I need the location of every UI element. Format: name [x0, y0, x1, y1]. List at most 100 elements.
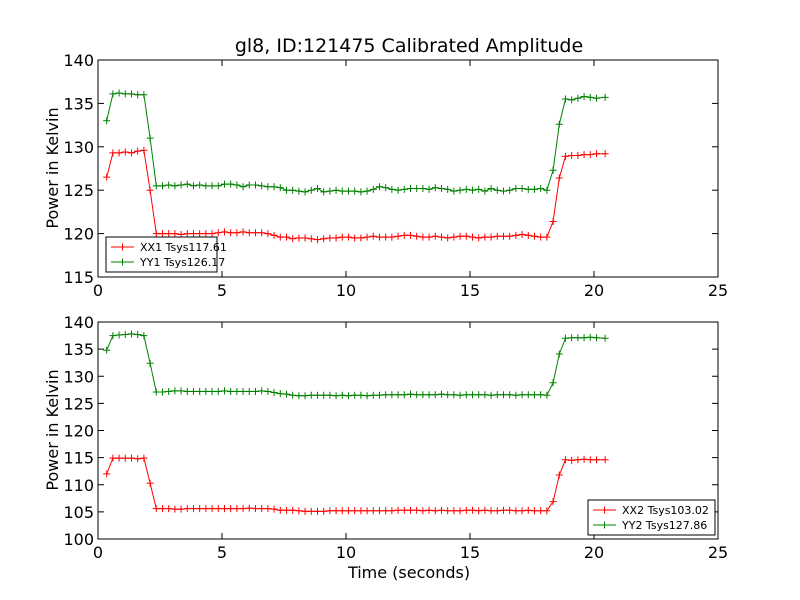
top-plot-series-0-point: [121, 148, 129, 156]
bottom-plot-series-1-point: [282, 390, 290, 398]
bottom-plot-series-1-point: [561, 334, 569, 342]
bottom-plot-series-0-point: [493, 507, 501, 515]
bottom-plot-xtick-label: 5: [217, 543, 227, 562]
bottom-plot-series-0-point: [109, 454, 117, 462]
bottom-plot-series-0-point: [388, 507, 396, 515]
top-plot-series-0-point: [425, 233, 433, 241]
top-plot-series-0-point: [394, 232, 402, 240]
bottom-plot-series-0-point: [189, 505, 197, 513]
top-plot-series-1-point: [115, 89, 123, 97]
bottom-plot-ytick-label: 140: [63, 313, 94, 332]
bottom-plot-series-0-point: [158, 505, 166, 513]
bottom-plot-series-0-point: [462, 506, 470, 514]
top-plot-series-1-point: [183, 180, 191, 188]
top-plot-series-0-point: [134, 147, 142, 155]
top-plot-series-0-point: [227, 229, 235, 237]
bottom-plot-series-1-point: [103, 346, 111, 354]
bottom-plot-ytick-label: 100: [63, 530, 94, 549]
bottom-plot-ytick-label: 110: [63, 476, 94, 495]
bottom-plot-series-0-point: [601, 456, 609, 464]
bottom-plot-series-1-point: [326, 391, 334, 399]
top-plot-series-0-point: [400, 231, 408, 239]
top-plot-legend: XX1 Tsys117.61 YY1 Tsys126.17: [105, 236, 227, 273]
bottom-plot-series-1-point: [574, 334, 582, 342]
bottom-plot-series-0-point: [506, 506, 514, 514]
top-plot-series-1-point: [382, 184, 390, 192]
top-plot-series-0-point: [338, 233, 346, 241]
top-plot-series-0-point: [332, 234, 340, 242]
bottom-plot-series-1-point: [233, 387, 241, 395]
top-plot-series-1-point: [549, 166, 557, 174]
top-plot-series-0-point: [202, 230, 210, 238]
top-plot-series-1-point: [462, 185, 470, 193]
top-plot-series-0-point: [580, 151, 588, 159]
top-plot-series-1-point: [475, 185, 483, 193]
bottom-plot-xtick-label: 0: [93, 543, 103, 562]
top-plot-series-1-point: [165, 181, 173, 189]
bottom-plot-legend-label-1: YY2 Tsys127.86: [621, 519, 707, 532]
chart-title: gl8, ID:121475 Calibrated Amplitude: [235, 35, 583, 57]
top-plot-series-1-point: [338, 187, 346, 195]
bottom-plot-series-1-point: [382, 391, 390, 399]
bottom-plot-series-0-point: [382, 507, 390, 515]
top-plot-series-0-point: [369, 232, 377, 240]
top-plot-series-1-point: [258, 182, 266, 190]
top-plot-xtick-label: 20: [584, 281, 604, 300]
top-plot-series-0-point: [307, 235, 315, 243]
bottom-plot-series-1-point: [307, 391, 315, 399]
bottom-plot-series-1-point: [127, 330, 135, 338]
top-plot-series-1-point: [481, 187, 489, 195]
top-plot-legend-label-0: XX1 Tsys117.61: [140, 241, 227, 254]
top-plot-series-0-point: [313, 236, 321, 244]
top-plot-series-1-point: [121, 90, 129, 98]
top-plot-series-0-point: [462, 232, 470, 240]
top-plot-legend-marker-0: [119, 243, 126, 251]
bottom-plot-series-0-point: [301, 507, 309, 515]
top-plot-series-0-point: [276, 233, 284, 241]
bottom-plot-series-1-point: [419, 391, 427, 399]
top-plot-series-0-point: [543, 233, 551, 241]
top-plot-series-0-point: [444, 234, 452, 242]
bottom-plot-series-1-point: [289, 391, 297, 399]
top-plot-series-0-point: [109, 149, 117, 157]
bottom-plot-series-1-point: [320, 391, 328, 399]
top-plot-series-1-point: [177, 181, 185, 189]
top-plot-series-1-point: [518, 184, 526, 192]
top-plot-legend-label-1: YY1 Tsys126.17: [139, 256, 225, 269]
top-plot-series-1-point: [437, 184, 445, 192]
bottom-plot-series-0-point: [499, 506, 507, 514]
bottom-plot-legend-label-0: XX2 Tsys103.02: [622, 504, 709, 517]
bottom-plot-series-1-point: [115, 331, 123, 339]
bottom-plot-series-0-point: [450, 507, 458, 515]
bottom-plot-series-0-point: [152, 505, 160, 513]
bottom-plot-series-0-point: [406, 506, 414, 514]
bottom-plot-series-0-point: [543, 507, 551, 515]
bottom-plot-legend-marker-1: [601, 521, 608, 529]
bottom-plot-series-1-point: [487, 391, 495, 399]
top-plot-series-1-point: [561, 95, 569, 103]
bottom-plot-series-0-point: [568, 456, 576, 464]
top-plot-xtick-label: 0: [93, 281, 103, 300]
bottom-plot-series-0-point: [369, 507, 377, 515]
bottom-plot-series-1-point: [344, 392, 352, 400]
bottom-plot-ticks: 0 5 10 15 20 25 100 105 110 115 120 125 130 135 140: [63, 313, 728, 562]
top-plot-series-0-point: [344, 233, 352, 241]
bottom-plot-series-0-point: [239, 505, 247, 513]
bottom-plot-series-1-point: [406, 390, 414, 398]
bottom-plot-series-1-point: [580, 334, 588, 342]
bottom-plot-series-1-point: [276, 390, 284, 398]
top-plot-series-1-point: [537, 184, 545, 192]
top-plot-series-1-point: [530, 185, 538, 193]
top-plot-series-1-point: [233, 181, 241, 189]
top-plot-series-0-point: [103, 173, 111, 181]
top-plot-series-0-point: [592, 150, 600, 158]
top-plot-series-1-point: [574, 94, 582, 102]
bottom-plot-series-1-point: [413, 391, 421, 399]
top-plot-series-1-point: [357, 188, 365, 196]
top-plot-xtick-label: 25: [708, 281, 728, 300]
top-plot-series: [103, 89, 609, 244]
bottom-plot-series-0-point: [338, 507, 346, 515]
top-plot-series-0-point: [419, 233, 427, 241]
bottom-plot-series-0-point: [592, 456, 600, 464]
top-plot-series-1-point: [499, 187, 507, 195]
